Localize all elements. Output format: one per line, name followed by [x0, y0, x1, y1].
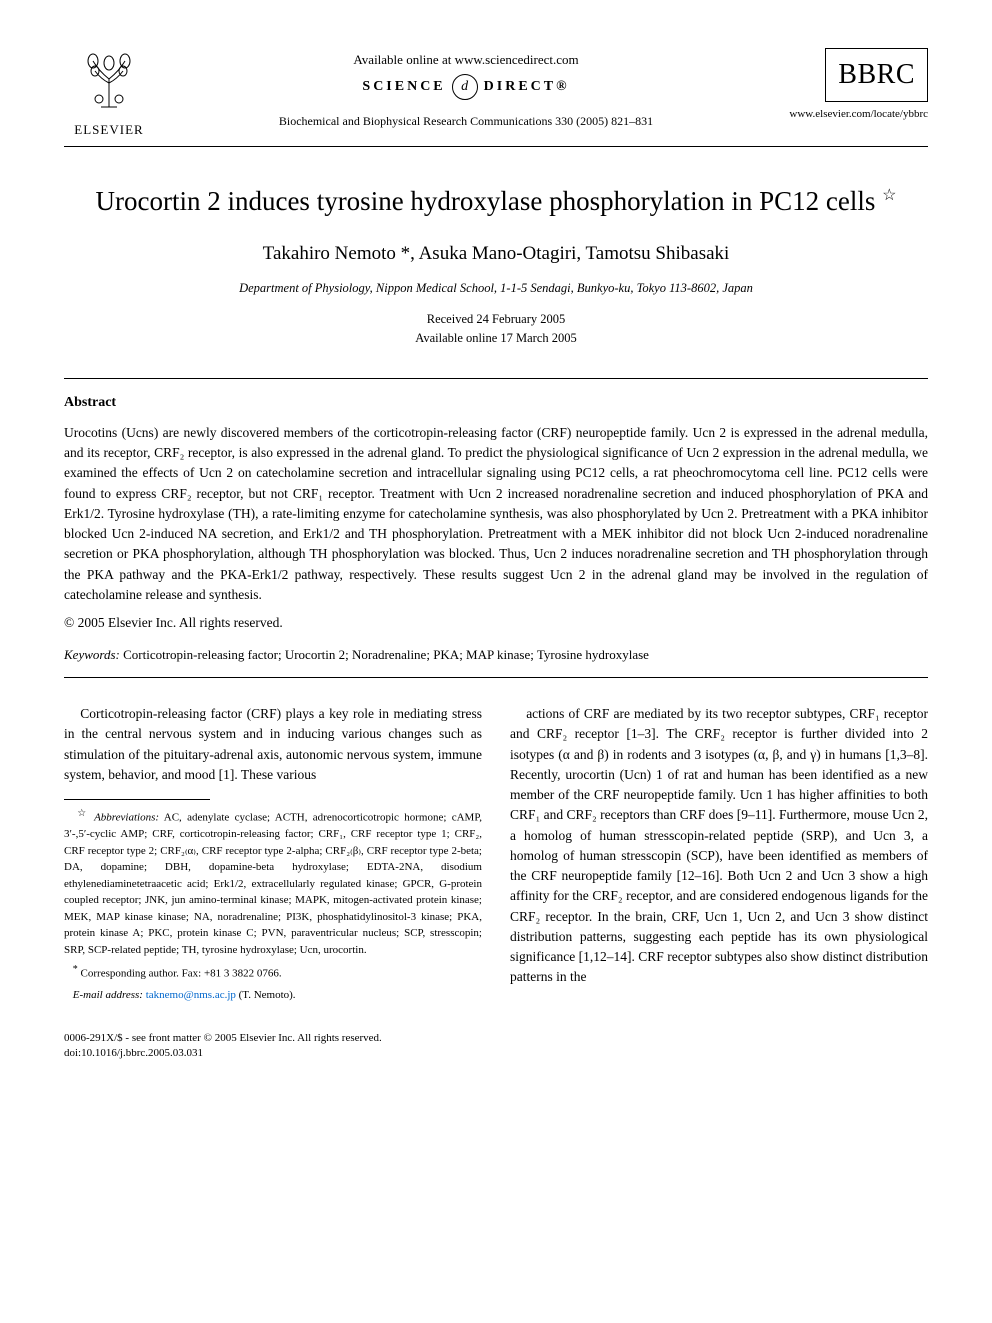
- corr-star-icon: *: [73, 964, 78, 975]
- abbrev-text: AC, adenylate cyclase; ACTH, adrenocorti…: [64, 812, 482, 956]
- column-left: Corticotropin-releasing factor (CRF) pla…: [64, 704, 482, 1007]
- sd-text-right: DIRECT®: [484, 79, 570, 95]
- received-date: Received 24 February 2005: [64, 310, 928, 329]
- body-paragraph-1: Corticotropin-releasing factor (CRF) pla…: [64, 704, 482, 785]
- email-suffix: (T. Nemoto).: [239, 989, 296, 1001]
- footnote-corresponding: * Corresponding author. Fax: +81 3 3822 …: [64, 962, 482, 982]
- abbrev-label: Abbreviations:: [94, 812, 159, 824]
- column-right: actions of CRF are mediated by its two r…: [510, 704, 928, 1007]
- journal-logo: BBRC: [838, 59, 915, 91]
- abstract-rule-top: [64, 378, 928, 379]
- issn-line: 0006-291X/$ - see front matter © 2005 El…: [64, 1031, 382, 1046]
- available-online-text: Available online at www.sciencedirect.co…: [154, 52, 778, 68]
- publisher-label: ELSEVIER: [64, 122, 154, 138]
- body-columns: Corticotropin-releasing factor (CRF) pla…: [64, 704, 928, 1007]
- body-paragraph-2: actions of CRF are mediated by its two r…: [510, 704, 928, 988]
- abstract-copyright: © 2005 Elsevier Inc. All rights reserved…: [64, 615, 928, 631]
- journal-block: BBRC www.elsevier.com/locate/ybbrc: [778, 48, 928, 120]
- citation-line: Biochemical and Biophysical Research Com…: [154, 114, 778, 129]
- authors-line: Takahiro Nemoto *, Asuka Mano-Otagiri, T…: [64, 243, 928, 265]
- keywords-label: Keywords:: [64, 647, 120, 662]
- journal-logo-box: BBRC: [825, 48, 928, 102]
- abstract-heading: Abstract: [64, 395, 928, 411]
- journal-url: www.elsevier.com/locate/ybbrc: [778, 108, 928, 120]
- keywords-list: Corticotropin-releasing factor; Urocorti…: [123, 647, 649, 662]
- email-label: E-mail address:: [73, 989, 143, 1001]
- article-title: Urocortin 2 induces tyrosine hydroxylase…: [64, 183, 928, 219]
- abstract-text: Urocotins (Ucns) are newly discovered me…: [64, 423, 928, 605]
- title-footnote-star: ☆: [882, 187, 896, 204]
- title-text: Urocortin 2 induces tyrosine hydroxylase…: [96, 186, 876, 216]
- footnote-star-icon: ☆: [77, 808, 89, 819]
- footnotes-block: ☆ Abbreviations: AC, adenylate cyclase; …: [64, 806, 482, 1003]
- email-link[interactable]: taknemo@nms.ac.jp: [146, 989, 236, 1001]
- corr-text: Corresponding author. Fax: +81 3 3822 07…: [81, 968, 282, 980]
- doi-line: doi:10.1016/j.bbrc.2005.03.031: [64, 1046, 382, 1061]
- online-date: Available online 17 March 2005: [64, 329, 928, 348]
- header-center: Available online at www.sciencedirect.co…: [154, 48, 778, 131]
- footnote-abbreviations: ☆ Abbreviations: AC, adenylate cyclase; …: [64, 806, 482, 958]
- header-rule: [64, 146, 928, 147]
- footnote-email: E-mail address: taknemo@nms.ac.jp (T. Ne…: [64, 987, 482, 1004]
- page-header: ELSEVIER Available online at www.science…: [64, 48, 928, 138]
- footer-left: 0006-291X/$ - see front matter © 2005 El…: [64, 1031, 382, 1062]
- abstract-rule-bottom: [64, 677, 928, 678]
- keywords-line: Keywords: Corticotropin-releasing factor…: [64, 647, 928, 663]
- elsevier-tree-icon: [74, 48, 144, 118]
- footnote-rule: [64, 799, 210, 800]
- page-footer: 0006-291X/$ - see front matter © 2005 El…: [64, 1031, 928, 1062]
- dates-block: Received 24 February 2005 Available onli…: [64, 310, 928, 348]
- affiliation: Department of Physiology, Nippon Medical…: [64, 281, 928, 296]
- publisher-block: ELSEVIER: [64, 48, 154, 138]
- sd-text-left: SCIENCE: [362, 79, 445, 95]
- sciencedirect-logo: SCIENCE d DIRECT®: [154, 74, 778, 100]
- sd-badge-icon: d: [452, 74, 478, 100]
